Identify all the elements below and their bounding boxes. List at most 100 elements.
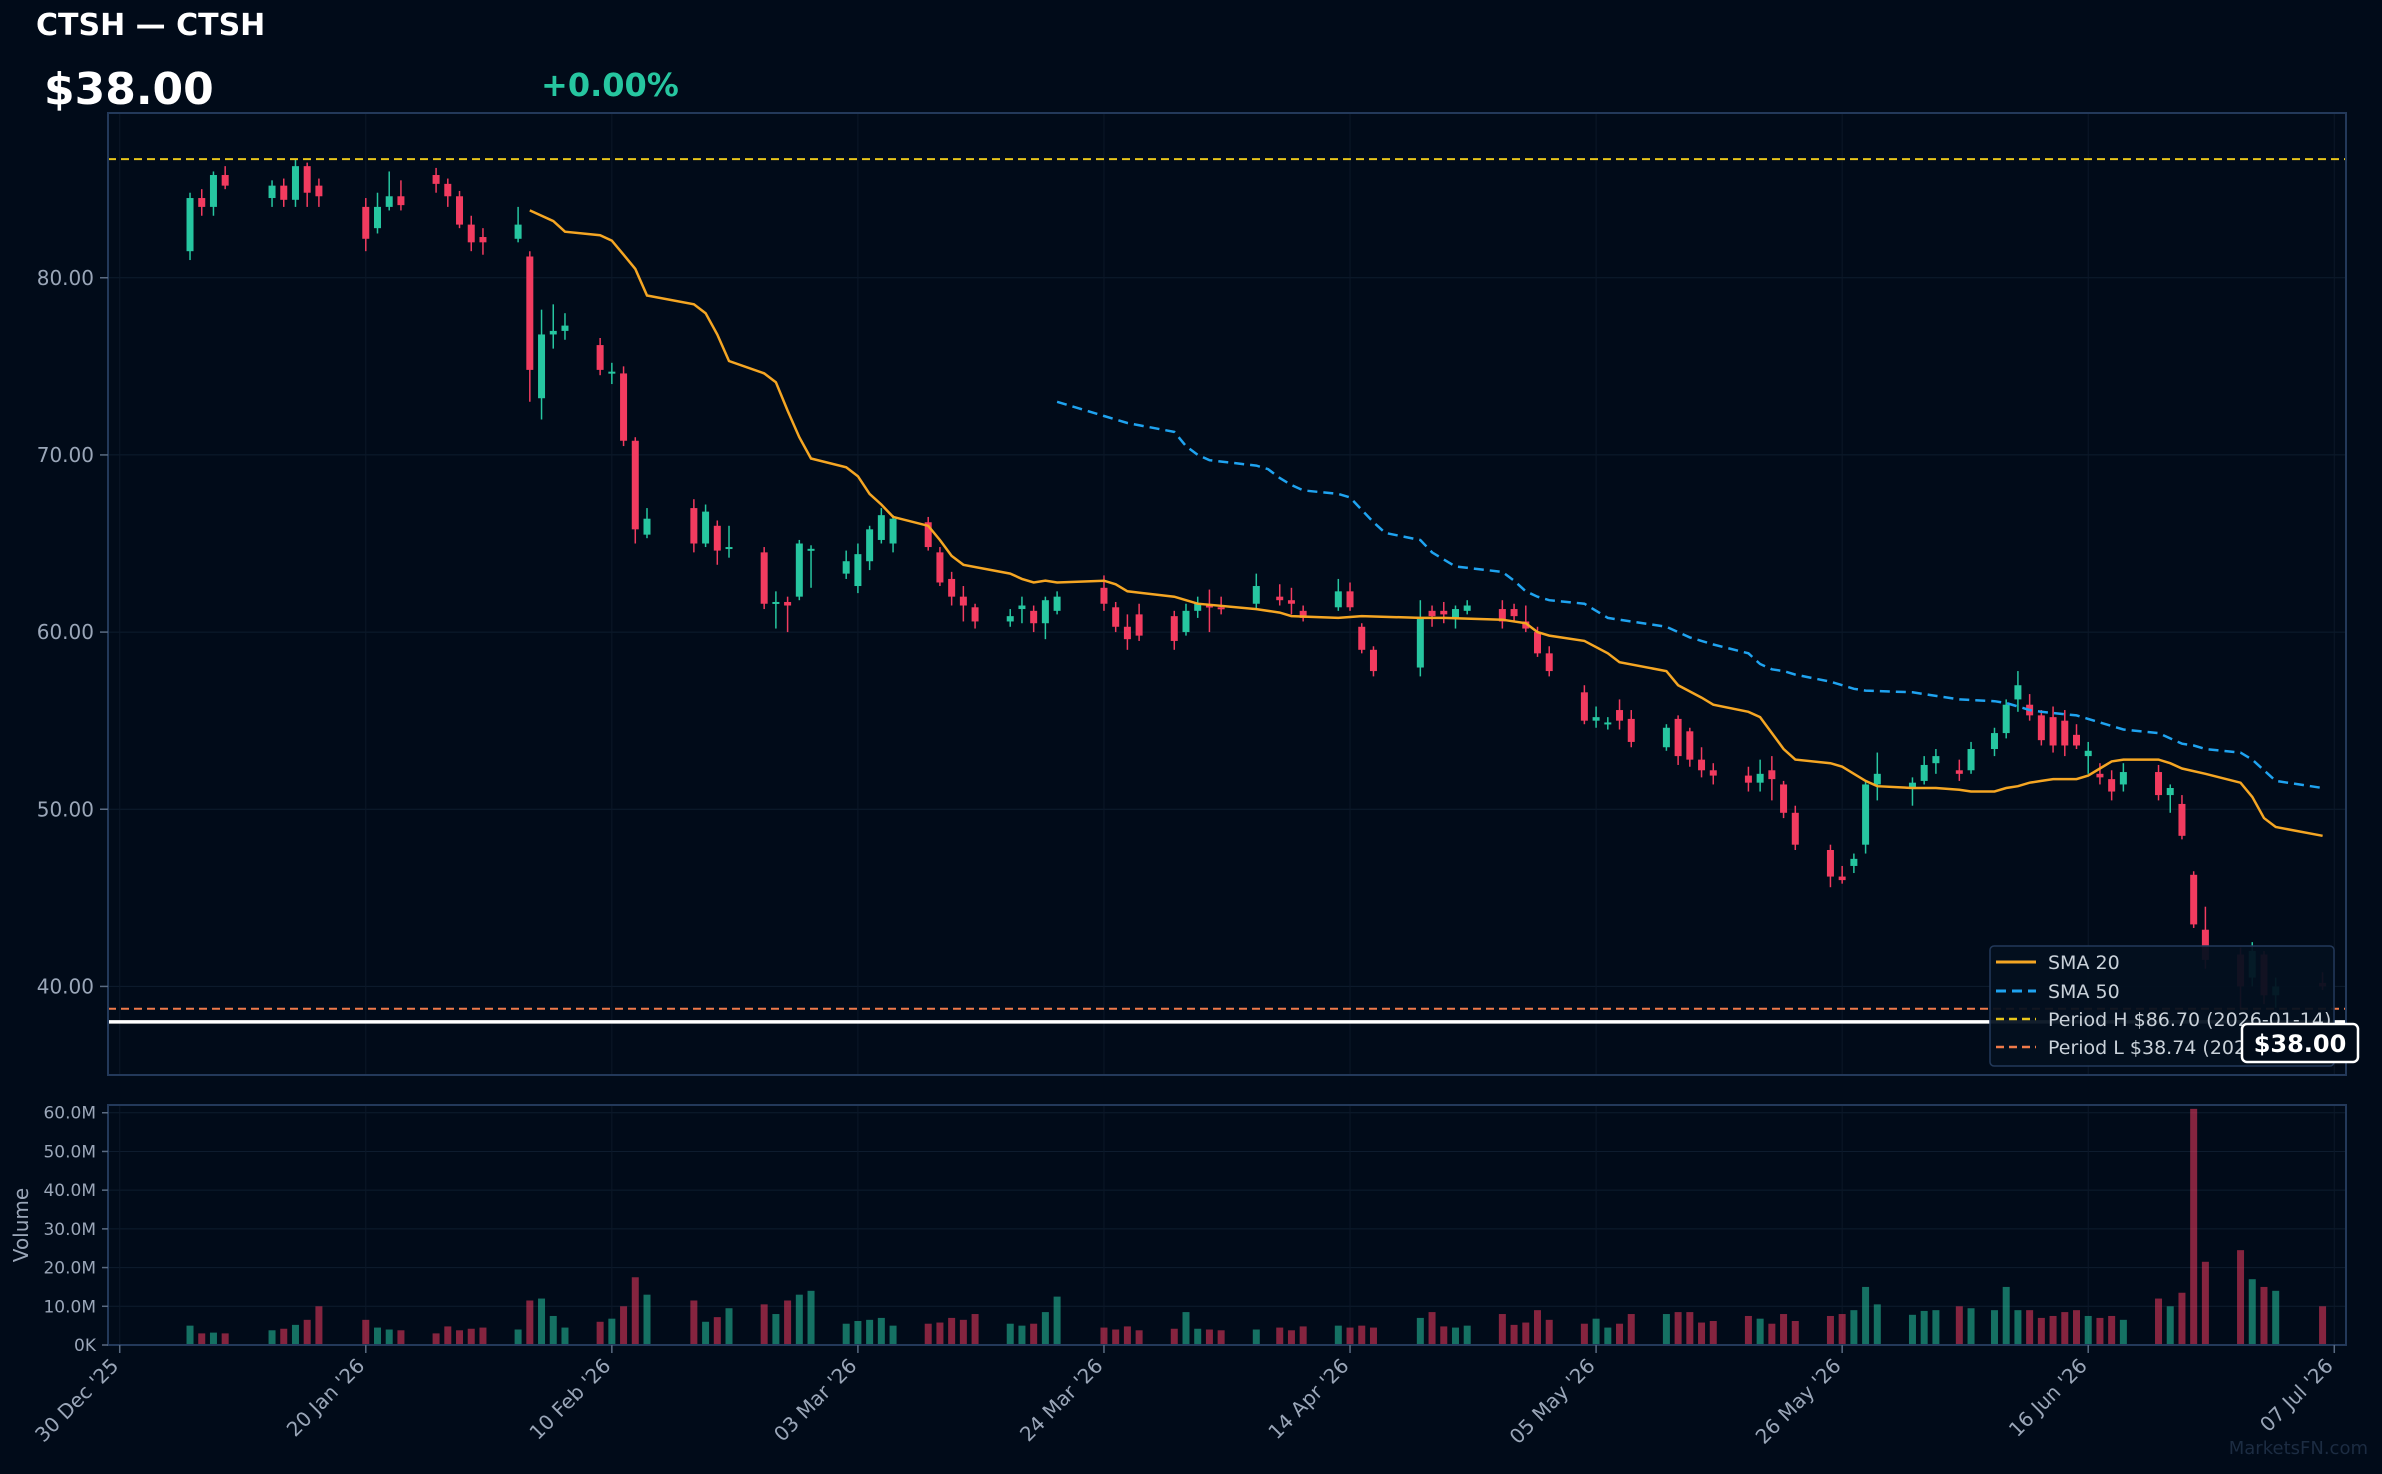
volume-bar (807, 1290, 815, 1345)
candle-body (1850, 858, 1858, 866)
volume-bar (2272, 1290, 2280, 1345)
volume-bar (1616, 1323, 1624, 1345)
volume-bar (2014, 1310, 2022, 1345)
volume-bar (2201, 1261, 2209, 1345)
volume-bar (1627, 1314, 1635, 1345)
volume-bar (303, 1319, 311, 1345)
sma20-line (529, 209, 2323, 838)
candle-body (866, 529, 874, 562)
last-price-tag-box (2240, 1022, 2360, 1064)
price-axis-ticks: 40.00 50.00 60.00 70.00 80.00 (37, 266, 108, 998)
volume-bar (1522, 1322, 1530, 1345)
candle-body (1932, 756, 1940, 764)
candle-body (1123, 626, 1131, 640)
volume-bar (362, 1319, 370, 1345)
volume-bar (1287, 1330, 1295, 1345)
date-tick-label: 30 Dec '25 (30, 1354, 123, 1447)
volume-bar (1838, 1314, 1846, 1345)
candle-body (924, 522, 932, 548)
date-tick-label: 24 Mar '26 (1015, 1354, 1108, 1447)
volume-bar (1686, 1312, 1694, 1345)
volume-bar (2026, 1310, 2034, 1345)
volume-bar (1276, 1327, 1284, 1345)
candle-body (1217, 607, 1225, 610)
volume-bar (643, 1294, 651, 1345)
volume-bar (221, 1333, 229, 1345)
candle-body (1768, 770, 1776, 780)
candle-body (2061, 720, 2069, 746)
volume-bar (1826, 1315, 1834, 1345)
candle-body (2014, 685, 2022, 700)
candle-body (1018, 605, 1026, 610)
volume-bar (772, 1314, 780, 1345)
volume-bar (702, 1321, 710, 1345)
candle-body (1252, 586, 1260, 604)
candle-body (1006, 616, 1014, 622)
candle-body (538, 334, 546, 399)
volume-bar (1850, 1310, 1858, 1345)
candle-body (1182, 610, 1190, 633)
volume-bar (1217, 1330, 1225, 1345)
candle-body (1967, 749, 1975, 771)
candle-body (1041, 600, 1049, 624)
price-tick-label: 60.00 (37, 620, 94, 644)
candle-body (1451, 609, 1459, 618)
legend-label-sma20: SMA 20 (2048, 952, 2120, 974)
volume-bar (2049, 1315, 2057, 1345)
date-tick-label: 10 Feb '26 (524, 1354, 615, 1445)
volume-bar (1369, 1327, 1377, 1345)
volume-bar (198, 1333, 206, 1345)
volume-bar (1955, 1306, 1963, 1345)
candle-body (1416, 617, 1424, 668)
candle-body (690, 508, 698, 544)
last-price-tag-label: $38.00 (2254, 1030, 2347, 1058)
volume-bar (444, 1326, 452, 1345)
volume-bar (620, 1306, 628, 1345)
candle-body (1908, 782, 1916, 788)
candle-body (221, 175, 229, 186)
candle-body (620, 373, 628, 441)
volume-bar (1545, 1319, 1553, 1345)
candle-body (2084, 750, 2092, 757)
candle-body (1498, 609, 1506, 622)
volume-bar (1990, 1310, 1998, 1345)
candle-body (1346, 591, 1354, 608)
volume-bar (596, 1321, 604, 1345)
volume-bar (467, 1328, 475, 1345)
volume-bar (397, 1330, 405, 1345)
candle-body (1580, 692, 1588, 721)
volume-bar (1580, 1323, 1588, 1345)
volume-bar (186, 1325, 194, 1345)
volume-bar (1873, 1304, 1881, 1345)
volume-bar (1592, 1318, 1600, 1345)
volume-bar (1932, 1310, 1940, 1345)
volume-bar (2190, 1108, 2198, 1345)
candle-body (467, 224, 475, 243)
candle-body (1112, 607, 1120, 627)
volume-bar (1744, 1315, 1752, 1345)
candle-body (1510, 609, 1518, 617)
candle-body (1838, 876, 1846, 881)
volume-bar (514, 1329, 522, 1345)
volume-bar (1428, 1312, 1436, 1345)
volume-bar (1123, 1326, 1131, 1345)
volume-bar (1791, 1321, 1799, 1345)
volume-bar (1299, 1326, 1307, 1345)
volume-bar (1674, 1312, 1682, 1345)
candle-body (1698, 759, 1706, 771)
volume-bar (1018, 1325, 1026, 1345)
volume-tick-label: 50.0M (43, 1142, 96, 1162)
watermark: MarketsFN.com (2229, 1438, 2368, 1459)
volume-tick-label: 10.0M (43, 1297, 96, 1317)
volume-bar (1194, 1328, 1202, 1345)
candle-body (514, 224, 522, 239)
volume-bar (1041, 1312, 1049, 1345)
candle-body (1709, 770, 1717, 776)
candle-body (1534, 632, 1542, 654)
candle-body (373, 206, 381, 229)
candle-body (1194, 603, 1202, 611)
price-change: +0.00% (541, 66, 679, 104)
volume-bar (1498, 1314, 1506, 1345)
candle-body (948, 578, 956, 597)
candle-body (1662, 727, 1670, 748)
